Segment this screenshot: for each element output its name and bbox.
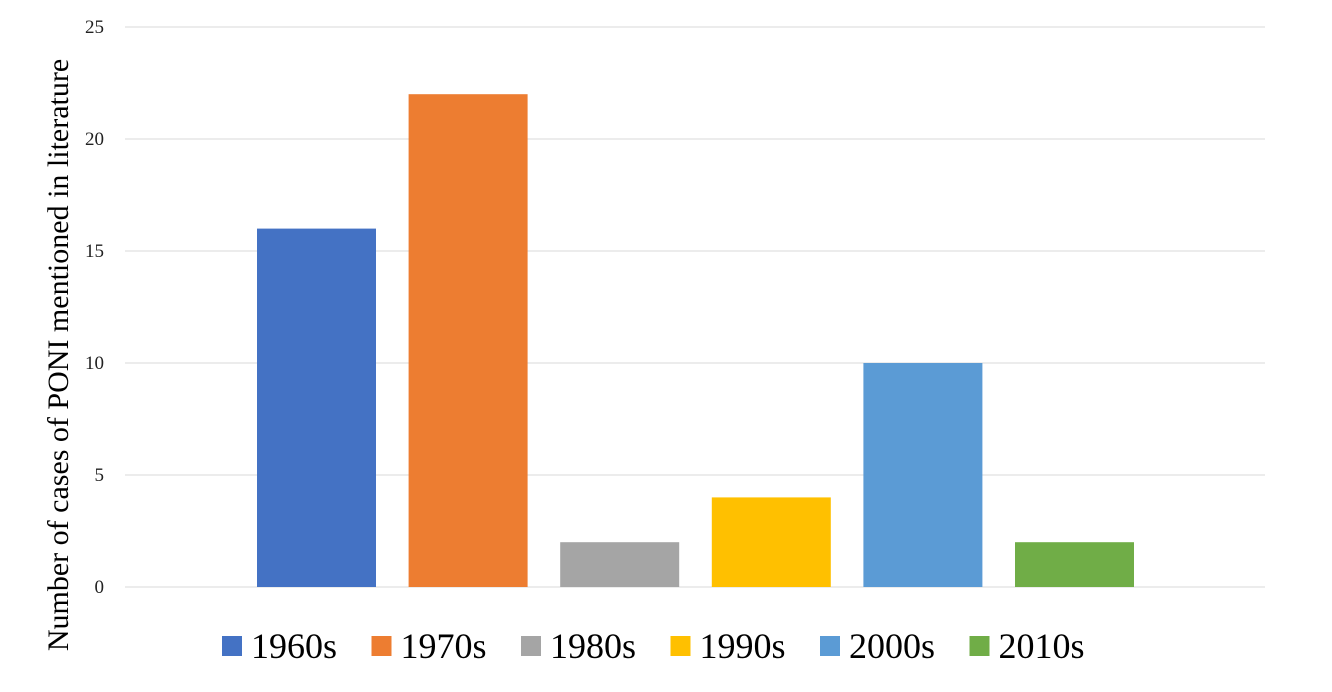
y-tick-label: 0 <box>95 577 105 598</box>
legend-label: 1980s <box>550 626 636 666</box>
legend-item-2000s: 2000s <box>820 626 935 666</box>
bar-1960s <box>257 228 376 587</box>
y-tick-label: 15 <box>85 241 104 262</box>
legend-label: 1990s <box>700 626 786 666</box>
legend-swatch <box>820 636 840 656</box>
bar-1970s <box>408 94 528 587</box>
y-tick-label: 5 <box>95 465 105 486</box>
legend-swatch <box>969 636 990 656</box>
bar-1980s <box>560 542 680 587</box>
y-axis-ticks: 0 5 10 15 20 25 <box>85 17 104 598</box>
legend-swatch <box>521 636 541 656</box>
y-axis-label: Number of cases of PONI mentioned in lit… <box>42 59 75 651</box>
legend-label: 2010s <box>999 626 1085 666</box>
legend: 1960s 1970s 1980s 1990s 2000s 2010s <box>222 626 1085 666</box>
bar-2000s <box>863 363 983 587</box>
legend-label: 1960s <box>251 626 337 666</box>
legend-swatch <box>222 636 242 656</box>
bar-2010s <box>1015 542 1134 587</box>
legend-label: 2000s <box>849 626 935 666</box>
legend-label: 1970s <box>401 626 487 666</box>
legend-swatch <box>371 636 392 656</box>
bars <box>257 94 1134 587</box>
legend-item-1980s: 1980s <box>521 626 636 666</box>
legend-item-1990s: 1990s <box>670 626 786 666</box>
bar-1990s <box>711 497 831 587</box>
legend-item-2010s: 2010s <box>969 626 1085 666</box>
legend-swatch <box>670 636 691 656</box>
y-tick-label: 25 <box>85 17 104 38</box>
legend-item-1970s: 1970s <box>371 626 487 666</box>
y-tick-label: 10 <box>85 353 104 374</box>
legend-item-1960s: 1960s <box>222 626 337 666</box>
y-tick-label: 20 <box>85 129 104 150</box>
